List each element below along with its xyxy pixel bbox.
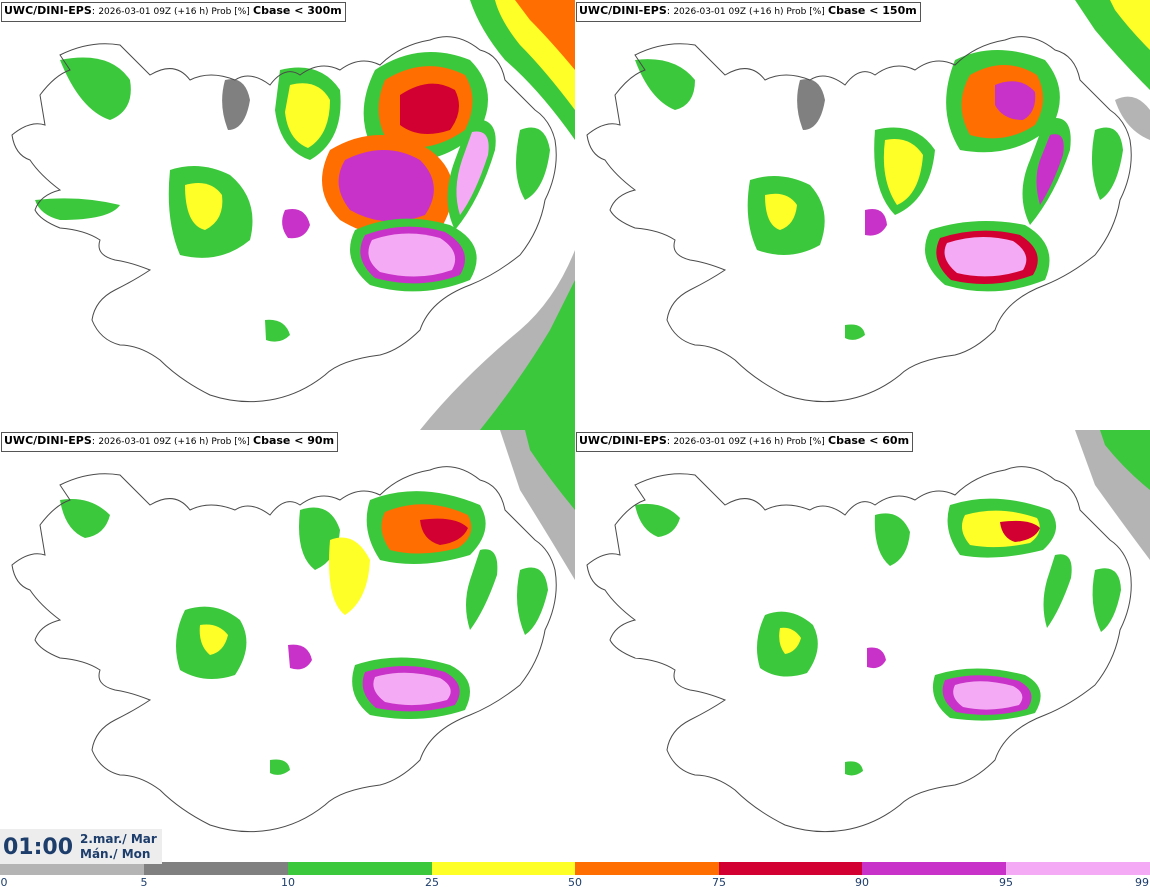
map-panel-cbase-90: UWC/DINI-EPS: 2026-03-01 09Z (+16 h) Pro… [0,430,575,860]
valid-date-line1: 2.mar./ Mar [80,832,157,846]
probability-map [586,0,1150,403]
colorbar-segment [432,862,575,875]
variable-name: Cbase < 300m [253,4,342,17]
colorbar-segment [862,862,1006,875]
colorbar-tick: 0 [0,876,8,889]
colorbar-tick: 90 [855,876,869,889]
model-name: UWC/DINI-EPS [579,4,667,17]
iceland-outline [11,466,557,833]
colorbar-segment [288,862,432,875]
iceland-outline [586,466,1132,833]
probability-field [35,0,575,430]
colorbar-segment [0,862,144,875]
variable-name: Cbase < 90m [253,434,335,447]
colorbar-segment [144,862,288,875]
valid-date-line2: Mán./ Mon [80,847,151,861]
colorbar-tick: 10 [281,876,295,889]
colorbar-tick: 50 [568,876,582,889]
panel-title: UWC/DINI-EPS: 2026-03-01 09Z (+16 h) Pro… [1,2,346,22]
variable-name: Cbase < 60m [828,434,910,447]
probability-field [60,430,575,775]
run-info: 2026-03-01 09Z (+16 h) Prob [%] [673,437,825,447]
model-name: UWC/DINI-EPS [4,4,92,17]
run-info: 2026-03-01 09Z (+16 h) Prob [%] [98,437,250,447]
map-panel-cbase-300: UWC/DINI-EPS: 2026-03-01 09Z (+16 h) Pro… [0,0,575,430]
iceland-outline [11,36,557,403]
valid-time: 01:00 [3,835,74,860]
colorbar-segment [1006,862,1150,875]
probability-field [635,430,1150,776]
probability-colorbar [0,862,1150,875]
map-panel-cbase-150: UWC/DINI-EPS: 2026-03-01 09Z (+16 h) Pro… [575,0,1150,430]
colorbar-tick: 75 [712,876,726,889]
colorbar-segment [719,862,862,875]
panel-title: UWC/DINI-EPS: 2026-03-01 09Z (+16 h) Pro… [576,2,921,22]
iceland-outline [586,36,1132,403]
probability-map [11,0,575,430]
colorbar-tick: 25 [425,876,439,889]
run-info: 2026-03-01 09Z (+16 h) Prob [%] [98,7,250,17]
panel-title: UWC/DINI-EPS: 2026-03-01 09Z (+16 h) Pro… [576,432,914,452]
probability-field [635,0,1150,340]
model-name: UWC/DINI-EPS [4,434,92,447]
variable-name: Cbase < 150m [828,4,917,17]
probability-map [11,430,575,833]
valid-time-box: 01:00 2.mar./ Mar Mán./ Mon [0,829,162,864]
colorbar-segment [575,862,719,875]
colorbar-tick: 95 [999,876,1013,889]
colorbar-tick: 99 [1135,876,1149,889]
panel-title: UWC/DINI-EPS: 2026-03-01 09Z (+16 h) Pro… [1,432,339,452]
map-panel-cbase-60: UWC/DINI-EPS: 2026-03-01 09Z (+16 h) Pro… [575,430,1150,860]
model-name: UWC/DINI-EPS [579,434,667,447]
run-info: 2026-03-01 09Z (+16 h) Prob [%] [673,7,825,17]
probability-map [586,430,1150,833]
colorbar-tick: 5 [140,876,148,889]
